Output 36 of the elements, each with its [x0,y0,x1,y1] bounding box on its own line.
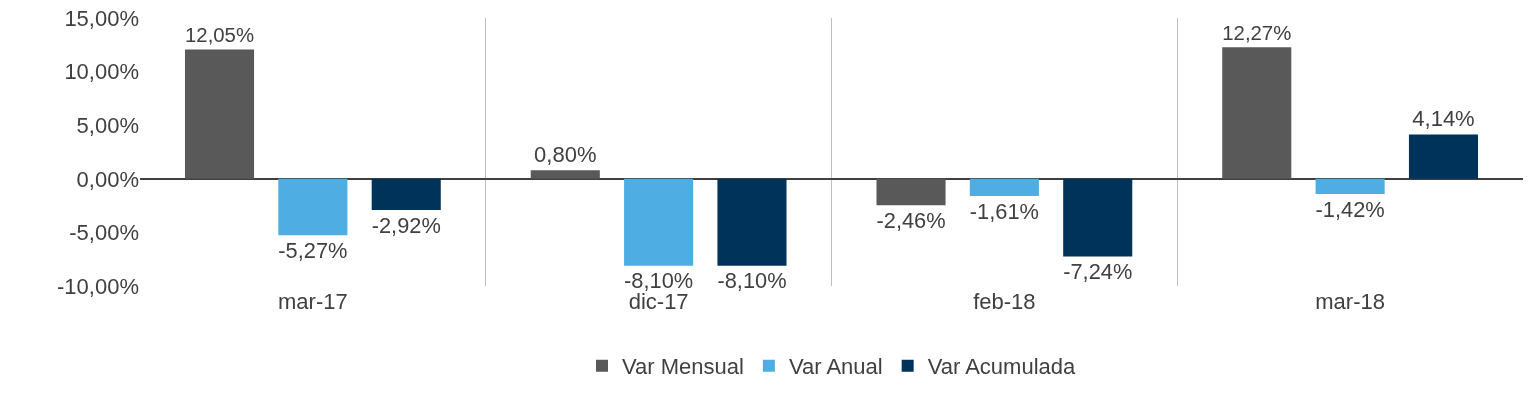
y-tick-label: -5,00% [69,220,139,246]
data-label: -1,42% [1315,196,1385,222]
y-tick-label: 10,00% [64,59,139,85]
x-tick-label: mar-17 [278,289,348,314]
data-label: 4,14% [1412,106,1475,132]
y-tick-label: 5,00% [76,112,139,138]
bar [278,178,348,236]
data-label: 0,80% [534,142,597,168]
bar [969,178,1039,197]
x-tick-label: feb-18 [973,289,1036,314]
data-label: -2,46% [876,207,946,233]
bar [1222,47,1292,179]
bar [876,178,946,206]
bar [1315,178,1385,195]
legend-label: Var Acumulada [927,354,1076,380]
data-label: -1,61% [969,198,1039,224]
data-label: -5,27% [278,238,348,264]
bar [371,178,441,211]
y-tick-label: 15,00% [64,5,139,31]
bar [717,178,787,266]
data-label: 12,27% [1222,21,1292,44]
data-label: -2,92% [371,212,441,238]
legend-label: Var Mensual [622,354,744,380]
legend-label: Var Anual [788,354,883,380]
bar [624,178,694,266]
y-tick-label: -10,00% [57,273,139,299]
data-label: 12,05% [184,23,255,46]
bar [1063,178,1133,257]
bar [530,170,600,179]
data-label: -8,10% [717,268,787,294]
data-label: -8,10% [624,268,694,294]
x-tick-label: mar-18 [1315,289,1385,314]
y-tick-label: 0,00% [76,166,139,192]
bar [184,49,255,179]
bar [1408,134,1479,179]
data-label: -7,24% [1063,259,1133,285]
